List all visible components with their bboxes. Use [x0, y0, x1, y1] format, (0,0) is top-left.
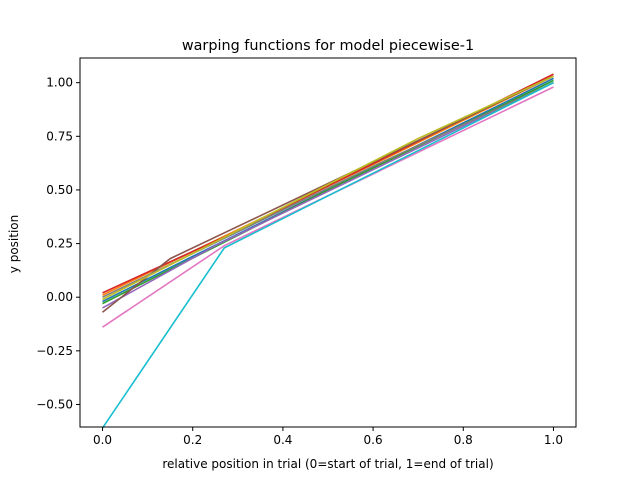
- x-tick-label: 0.2: [183, 433, 202, 447]
- x-axis-label: relative position in trial (0=start of t…: [162, 457, 493, 471]
- series-line: [101, 81, 554, 429]
- y-tick-label: 0.00: [46, 290, 73, 304]
- series-line: [102, 75, 554, 301]
- plot-frame: [79, 57, 577, 428]
- x-tick-label: 0.0: [93, 433, 112, 447]
- y-tick-label: −0.50: [36, 397, 73, 411]
- x-tick-label: 0.6: [364, 433, 383, 447]
- series-line: [102, 75, 554, 313]
- series-lines: [101, 73, 554, 429]
- y-tick-label: 0.50: [46, 183, 73, 197]
- x-tick-label: 0.8: [454, 433, 473, 447]
- x-tick-label: 0.4: [273, 433, 292, 447]
- x-tick-label: 1.0: [544, 433, 563, 447]
- y-tick-label: 1.00: [46, 76, 73, 90]
- series-line: [102, 81, 554, 309]
- chart-title: warping functions for model piecewise-1: [182, 38, 474, 54]
- y-tick-label: 0.75: [46, 129, 73, 143]
- y-tick-label: −0.25: [36, 344, 73, 358]
- series-line: [102, 86, 554, 328]
- y-axis-label: y position: [7, 215, 21, 273]
- y-tick-label: 0.25: [46, 237, 73, 251]
- x-axis-ticks: 0.0 0.2 0.4 0.6 0.8 1.0: [93, 427, 563, 447]
- y-axis-ticks: −0.50 −0.25 0.00 0.25 0.50 0.75 1.00: [36, 76, 80, 411]
